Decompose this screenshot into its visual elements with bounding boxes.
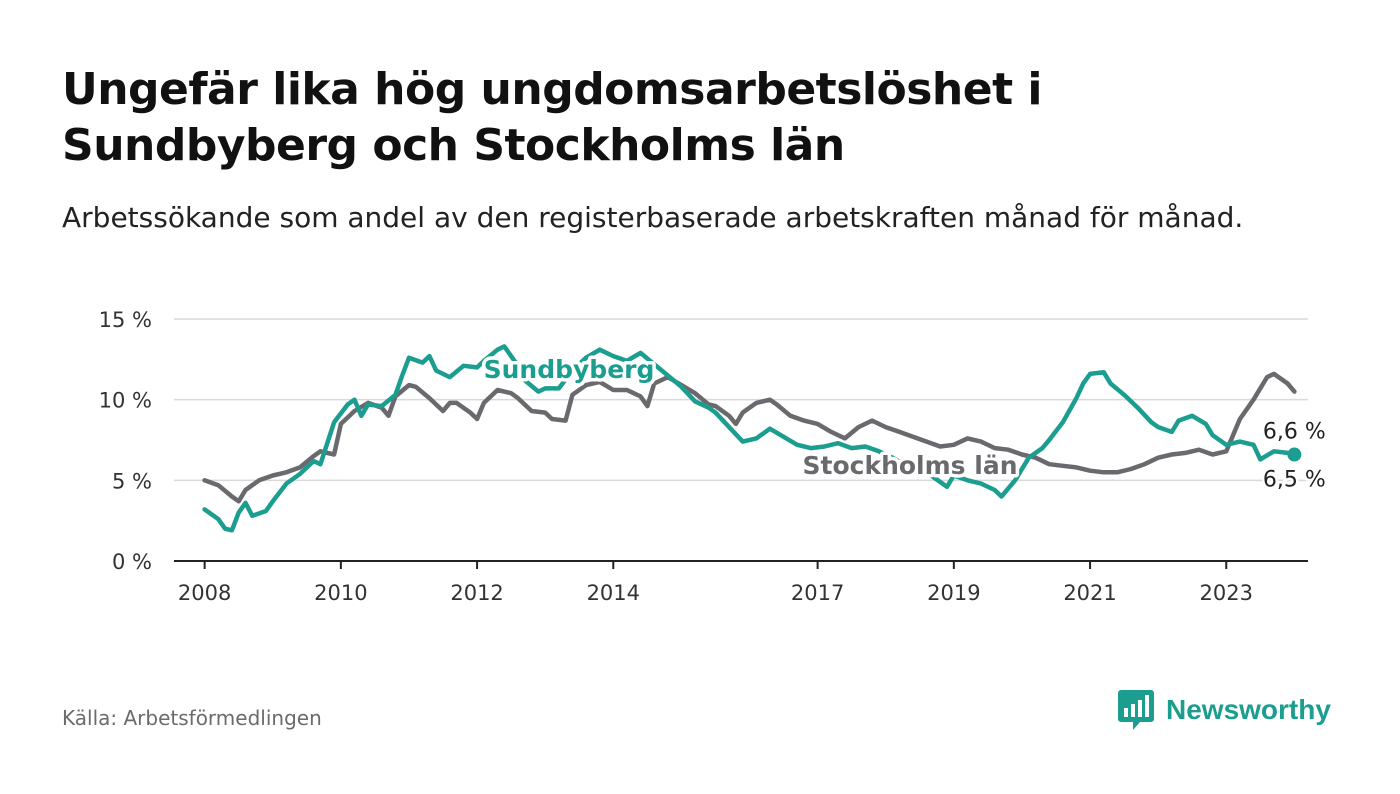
x-tick-label: 2010: [314, 581, 367, 605]
y-tick-label: 10 %: [99, 389, 152, 413]
source-note: Källa: Arbetsförmedlingen: [62, 706, 322, 730]
series-label-sundbyberg: Sundbyberg: [484, 355, 655, 384]
bar-chart-logo-icon: [1118, 690, 1154, 730]
series-line-stockholms-l-n: [202, 371, 1297, 504]
x-tick-label: 2017: [791, 581, 844, 605]
gridlines: [174, 318, 1308, 482]
x-tick-label: 2012: [450, 581, 503, 605]
end-value-label-sundbyberg: 6,6 %: [1263, 420, 1326, 445]
end-point-marker: [1287, 447, 1302, 462]
newsworthy-brand[interactable]: Newsworthy: [1118, 688, 1331, 732]
line-chart: 0 % 5 % 10 % 15 % 2008 2010 2012 2014 2017 2019 20…: [99, 308, 1329, 605]
y-tick-label: 5 %: [112, 469, 152, 493]
series-line-sundbyberg: [202, 344, 1297, 533]
x-tick-label: 2019: [927, 581, 980, 605]
y-tick-label: 0 %: [112, 550, 152, 574]
axes: 0 % 5 % 10 % 15 % 2008 2010 2012 2014 2017 2019 20…: [99, 308, 1308, 605]
chart-title: Ungefär lika hög ungdomsarbetslöshet i S…: [62, 64, 1043, 171]
x-tick-label: 2008: [178, 581, 231, 605]
y-tick-label: 15 %: [99, 308, 152, 332]
x-tick-label: 2021: [1063, 581, 1116, 605]
x-tick-label: 2023: [1200, 581, 1253, 605]
series-labels: Sundbyberg Stockholms län 6,6 % 6,5 %: [480, 352, 1328, 496]
series-lines: [202, 344, 1302, 533]
chart-subtitle: Arbetssökande som andel av den registerb…: [62, 201, 1244, 234]
series-label-stockholms-lan: Stockholms län: [803, 451, 1018, 480]
end-value-label-stockholms-lan: 6,5 %: [1263, 468, 1326, 493]
x-tick-label: 2014: [587, 581, 640, 605]
brand-name: Newsworthy: [1166, 694, 1331, 725]
